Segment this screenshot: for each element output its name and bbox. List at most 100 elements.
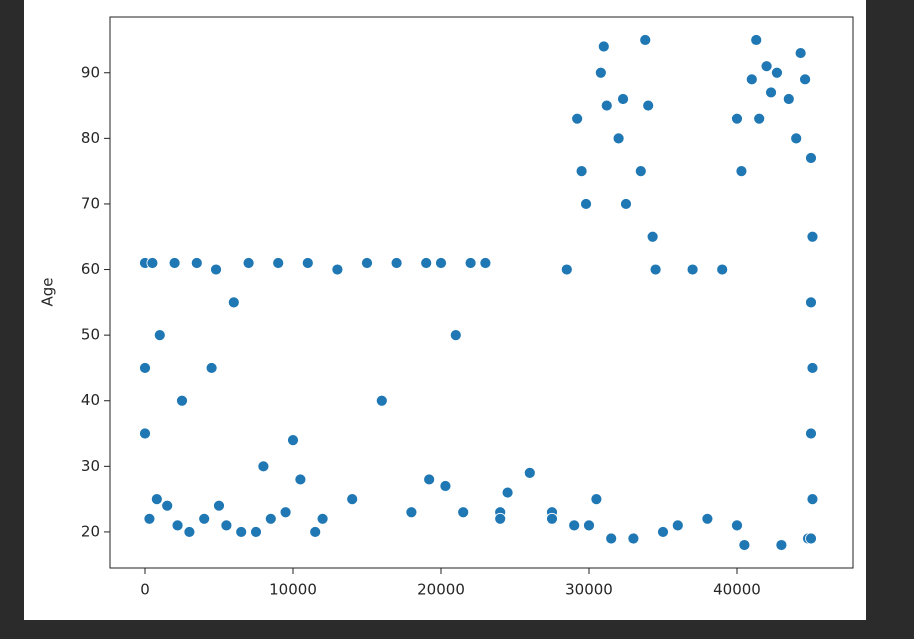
point (375, 394, 388, 407)
point (771, 66, 783, 79)
point (806, 230, 819, 243)
point (150, 493, 163, 506)
point (139, 362, 151, 374)
point (782, 93, 795, 105)
point (316, 512, 329, 525)
point (143, 512, 156, 525)
point (806, 362, 819, 374)
point (309, 526, 322, 538)
point (423, 473, 436, 486)
x-tick-label: 30000 (565, 581, 613, 599)
point (634, 165, 647, 178)
point (560, 263, 573, 276)
point (775, 539, 788, 551)
point (805, 152, 817, 164)
point (686, 263, 699, 276)
point (190, 257, 203, 269)
point (272, 257, 285, 269)
point (183, 526, 196, 538)
point (287, 434, 299, 446)
point (153, 329, 166, 342)
point (205, 362, 218, 374)
point (464, 257, 477, 269)
point (790, 132, 803, 145)
point (568, 519, 581, 532)
point (627, 532, 640, 545)
point (639, 34, 652, 46)
point (580, 198, 592, 210)
point (731, 112, 743, 125)
point (449, 329, 462, 342)
point (479, 257, 492, 269)
point (213, 499, 225, 512)
point (794, 47, 807, 59)
point (210, 263, 222, 276)
point (597, 40, 610, 53)
point (701, 512, 714, 525)
point (806, 493, 819, 506)
point (799, 73, 811, 86)
point (227, 296, 240, 309)
point (735, 165, 748, 178)
point (805, 296, 817, 309)
y-tick-label: 90 (81, 63, 100, 81)
point (760, 60, 773, 73)
point (612, 132, 625, 145)
point (235, 526, 248, 538)
point (671, 519, 684, 532)
x-tick-label: 20000 (417, 581, 465, 599)
point (146, 257, 159, 269)
point (346, 493, 359, 506)
point (738, 539, 751, 551)
point (168, 257, 181, 269)
point (257, 460, 270, 473)
y-tick-label: 70 (81, 194, 100, 212)
point (279, 506, 292, 519)
point (420, 257, 433, 269)
point (642, 99, 655, 112)
y-axis-label: Age (39, 277, 57, 306)
y-tick-label: 30 (81, 457, 100, 475)
point (301, 257, 314, 269)
point (575, 165, 588, 178)
y-tick-label: 40 (81, 391, 100, 409)
point (765, 86, 777, 99)
point (439, 480, 452, 492)
x-tick-label: 0 (140, 581, 150, 599)
point (590, 493, 603, 506)
figure (24, 0, 866, 620)
point (501, 486, 514, 499)
point (594, 66, 607, 79)
point (405, 506, 418, 519)
point (361, 257, 373, 269)
x-tick-label: 40000 (713, 581, 761, 599)
point (620, 198, 632, 210)
point (646, 230, 659, 243)
point (523, 466, 536, 479)
point (600, 99, 613, 112)
y-tick-label: 80 (81, 129, 100, 147)
point (331, 263, 344, 276)
y-tick-label: 50 (81, 326, 100, 344)
point (171, 519, 184, 532)
point (494, 512, 507, 525)
point (294, 473, 307, 486)
point (457, 506, 470, 519)
point (753, 112, 766, 125)
axes-frame (109, 16, 854, 569)
point (716, 263, 729, 276)
point (250, 526, 262, 538)
point (617, 93, 629, 105)
point (220, 519, 233, 532)
point (546, 512, 558, 525)
point (390, 257, 403, 269)
point (139, 427, 151, 440)
point (264, 512, 277, 525)
point (198, 512, 211, 525)
point (176, 394, 188, 407)
point (805, 427, 817, 440)
x-tick-label: 10000 (269, 581, 317, 599)
point (657, 526, 669, 538)
y-tick-label: 20 (81, 522, 100, 540)
